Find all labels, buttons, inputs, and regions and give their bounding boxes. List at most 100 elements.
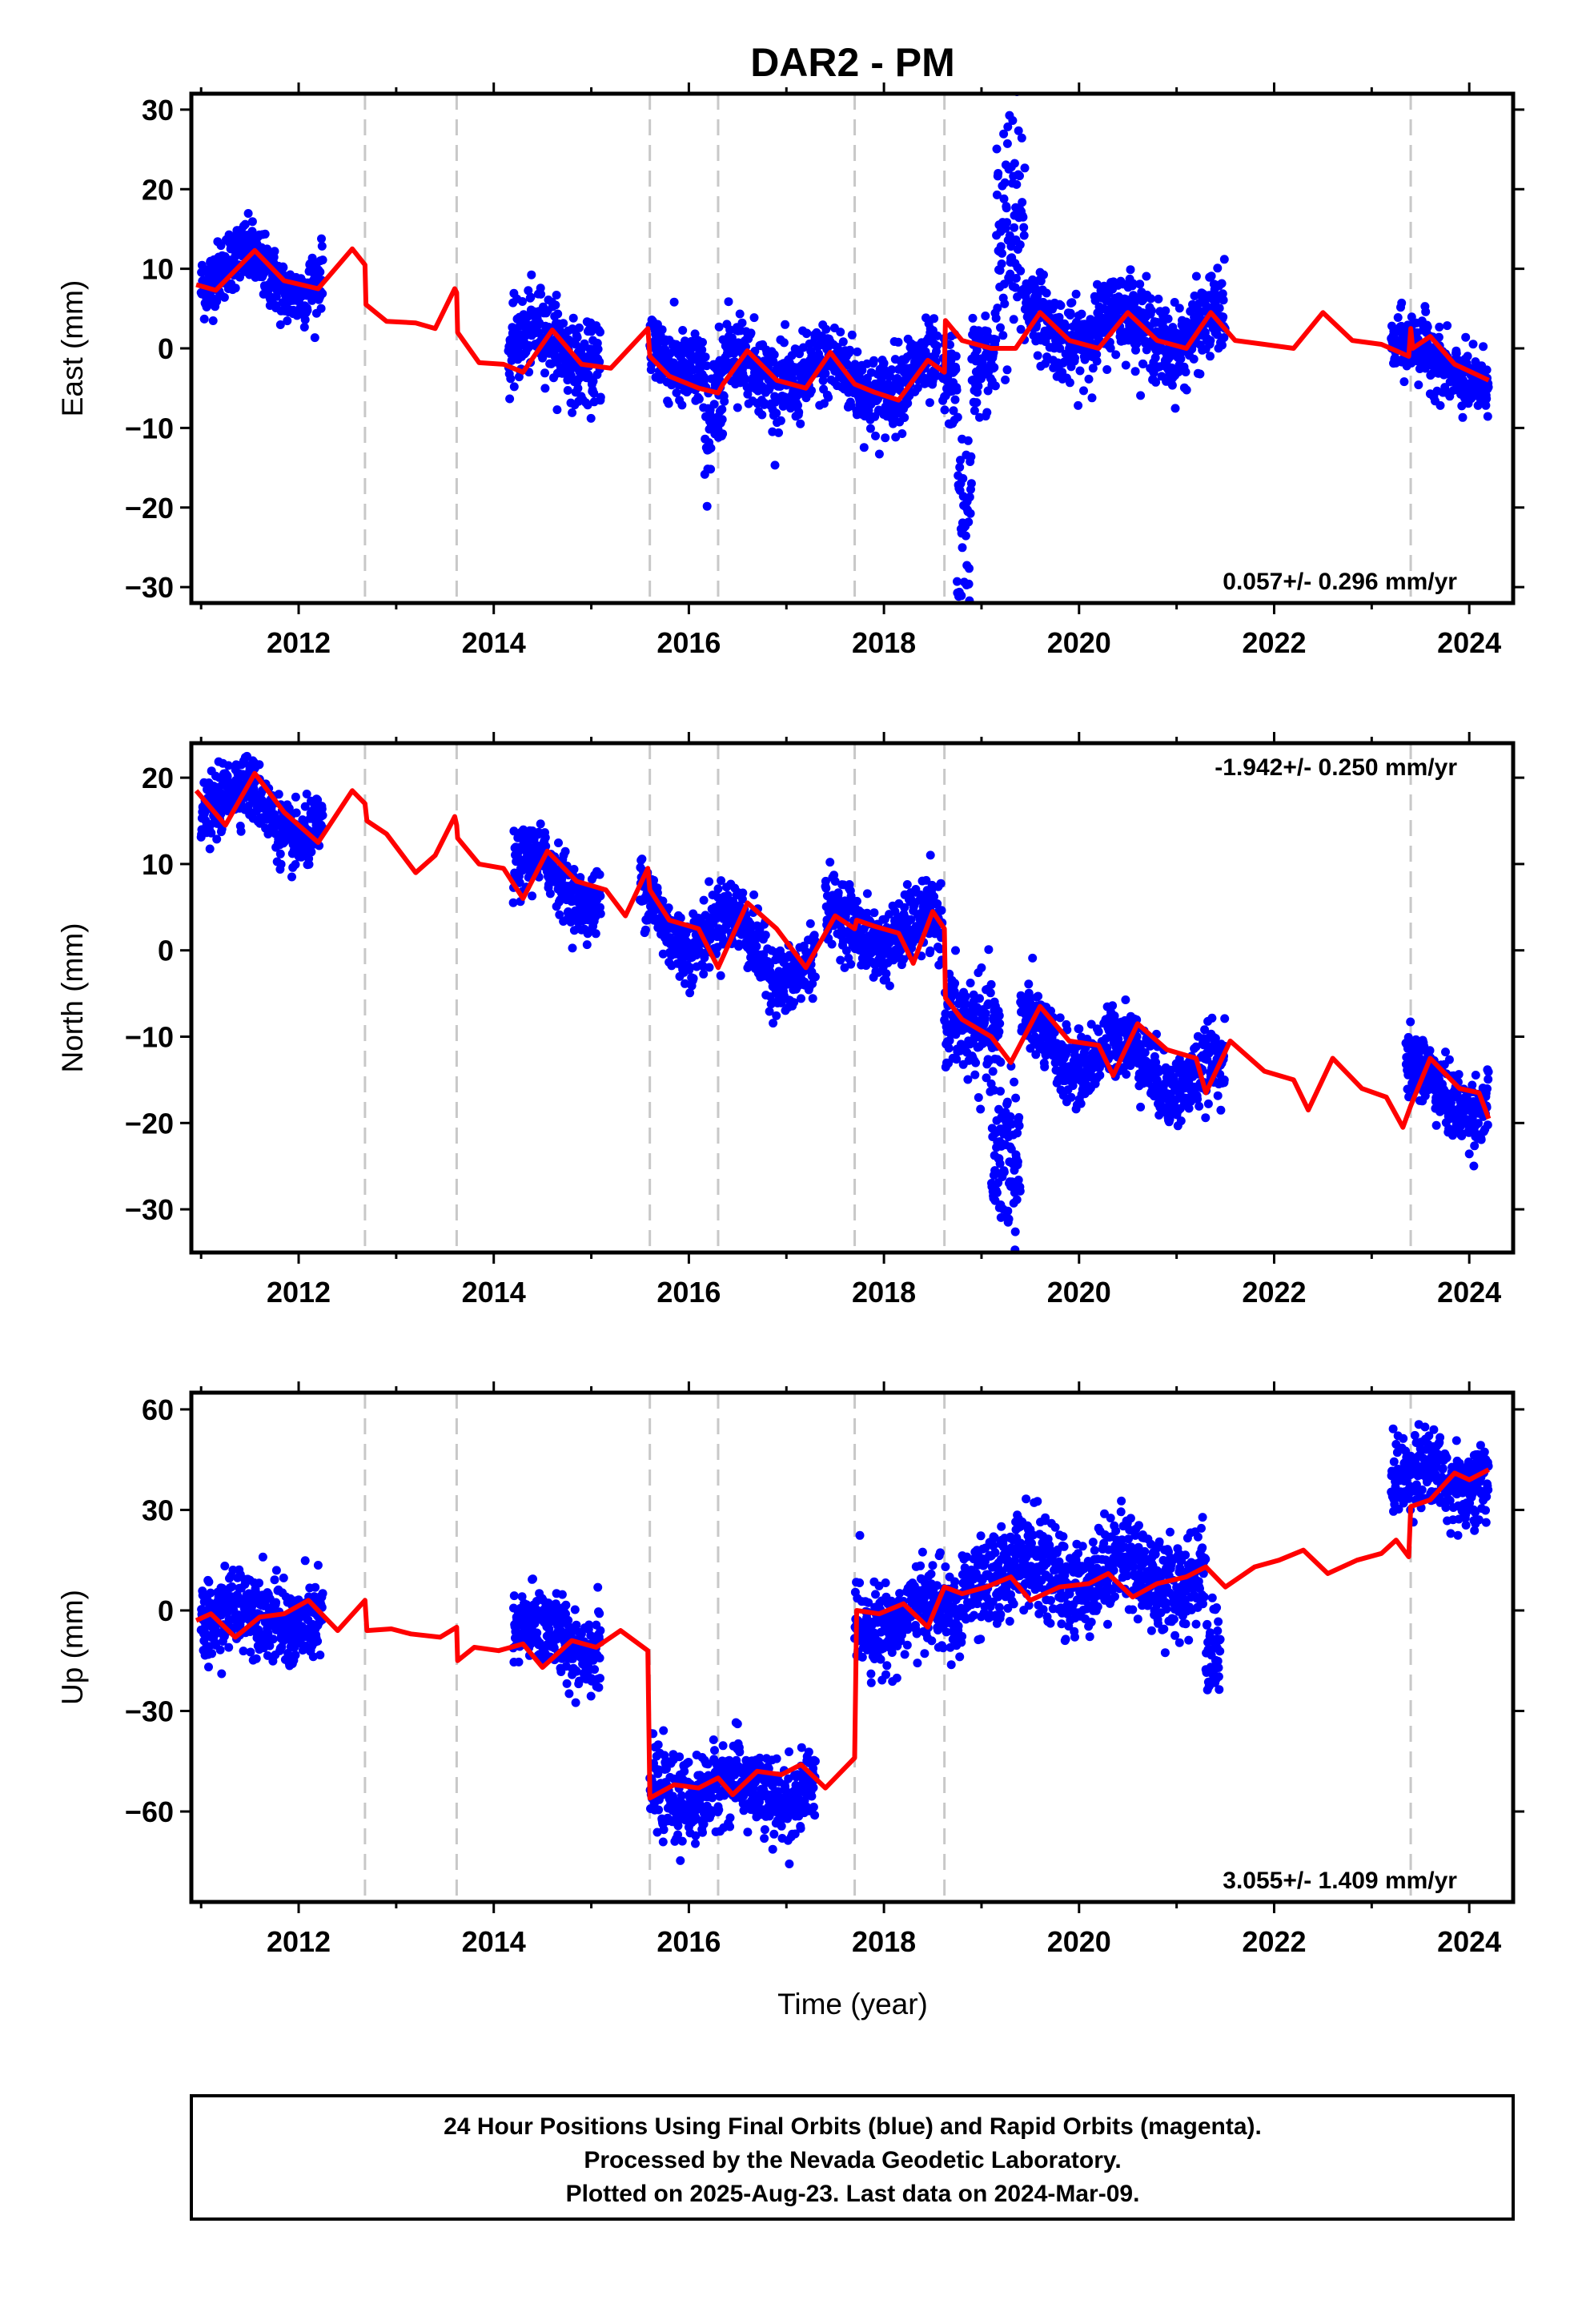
data-point — [897, 429, 907, 438]
data-point — [705, 963, 714, 972]
data-point — [1055, 1013, 1065, 1023]
data-point — [961, 991, 970, 1001]
data-point — [231, 283, 240, 293]
data-point — [1065, 378, 1074, 388]
data-point — [1435, 322, 1444, 332]
data-point — [1167, 380, 1177, 390]
data-point — [955, 463, 965, 472]
data-point — [1218, 289, 1227, 299]
data-point — [1146, 306, 1156, 316]
data-point — [724, 297, 733, 307]
data-point — [1002, 365, 1012, 375]
data-point — [845, 345, 854, 355]
data-point — [830, 877, 840, 886]
data-point — [699, 969, 709, 979]
data-point — [552, 291, 561, 300]
data-point — [1140, 1047, 1150, 1057]
data-point — [315, 267, 325, 277]
data-point — [1084, 374, 1094, 384]
data-point — [1033, 351, 1042, 360]
data-point — [998, 331, 1008, 340]
data-point — [769, 357, 778, 367]
data-point — [1040, 1062, 1050, 1072]
x-tick-label: 2016 — [656, 626, 721, 659]
data-point — [1138, 360, 1148, 368]
data-point — [199, 314, 209, 324]
data-point — [802, 328, 812, 338]
data-point — [1015, 171, 1024, 181]
data-point — [930, 892, 939, 902]
data-point — [992, 1188, 1002, 1197]
data-point — [852, 896, 861, 906]
data-point — [833, 888, 843, 898]
data-point — [563, 386, 572, 395]
data-point — [1070, 353, 1079, 363]
data-point — [509, 382, 519, 392]
data-point — [702, 361, 712, 371]
data-point — [307, 847, 316, 857]
data-point — [569, 865, 579, 874]
data-point — [1050, 1027, 1059, 1037]
data-point — [690, 329, 700, 339]
data-point — [1181, 368, 1191, 376]
data-point — [995, 1019, 1005, 1028]
data-point — [586, 413, 596, 423]
data-point — [991, 313, 1001, 323]
data-point — [540, 384, 550, 393]
data-point — [287, 872, 296, 882]
data-point — [1016, 324, 1026, 334]
data-point — [677, 400, 687, 410]
data-point — [869, 356, 878, 365]
data-point — [779, 338, 789, 348]
data-point — [974, 381, 983, 391]
data-point — [716, 971, 725, 980]
data-point — [260, 229, 270, 239]
data-point — [1122, 1070, 1131, 1079]
data-point — [553, 309, 563, 319]
data-point — [999, 194, 1009, 203]
data-point — [582, 940, 592, 950]
data-point — [793, 400, 802, 410]
rate-label: 0.057+/- 0.296 mm/yr — [1223, 569, 1457, 595]
data-point — [1407, 312, 1416, 322]
data-point — [1121, 995, 1130, 1004]
data-point — [765, 1007, 774, 1016]
data-point — [300, 315, 310, 324]
y-tick-label: −30 — [125, 571, 174, 604]
data-point — [738, 888, 748, 898]
data-point — [992, 190, 1002, 199]
data-point — [1136, 1102, 1146, 1112]
data-point — [992, 144, 1002, 154]
data-point — [317, 234, 326, 243]
data-point — [555, 910, 564, 919]
data-point — [997, 259, 1006, 268]
data-point — [1126, 265, 1135, 275]
data-point — [244, 801, 253, 810]
data-point — [1106, 344, 1115, 353]
data-point — [1461, 332, 1471, 342]
data-point — [953, 412, 962, 422]
data-point — [1041, 359, 1050, 368]
data-point — [1102, 365, 1112, 374]
data-point — [937, 906, 946, 915]
data-point — [994, 169, 1003, 178]
data-point — [1079, 386, 1088, 396]
data-point — [925, 398, 934, 408]
data-point — [276, 859, 286, 869]
data-point — [1003, 122, 1013, 131]
data-point — [595, 870, 604, 879]
data-point — [1219, 255, 1229, 264]
data-point — [715, 375, 725, 384]
data-point — [713, 884, 723, 894]
data-point — [706, 444, 716, 453]
data-point — [300, 802, 310, 811]
data-point — [1013, 1128, 1022, 1138]
data-point — [1007, 1120, 1017, 1129]
data-point — [1452, 348, 1461, 358]
data-point — [827, 939, 837, 949]
data-point — [1414, 380, 1423, 390]
data-point — [1468, 340, 1478, 349]
data-point — [1219, 333, 1229, 342]
data-point — [1034, 991, 1043, 1001]
data-point — [275, 320, 285, 329]
